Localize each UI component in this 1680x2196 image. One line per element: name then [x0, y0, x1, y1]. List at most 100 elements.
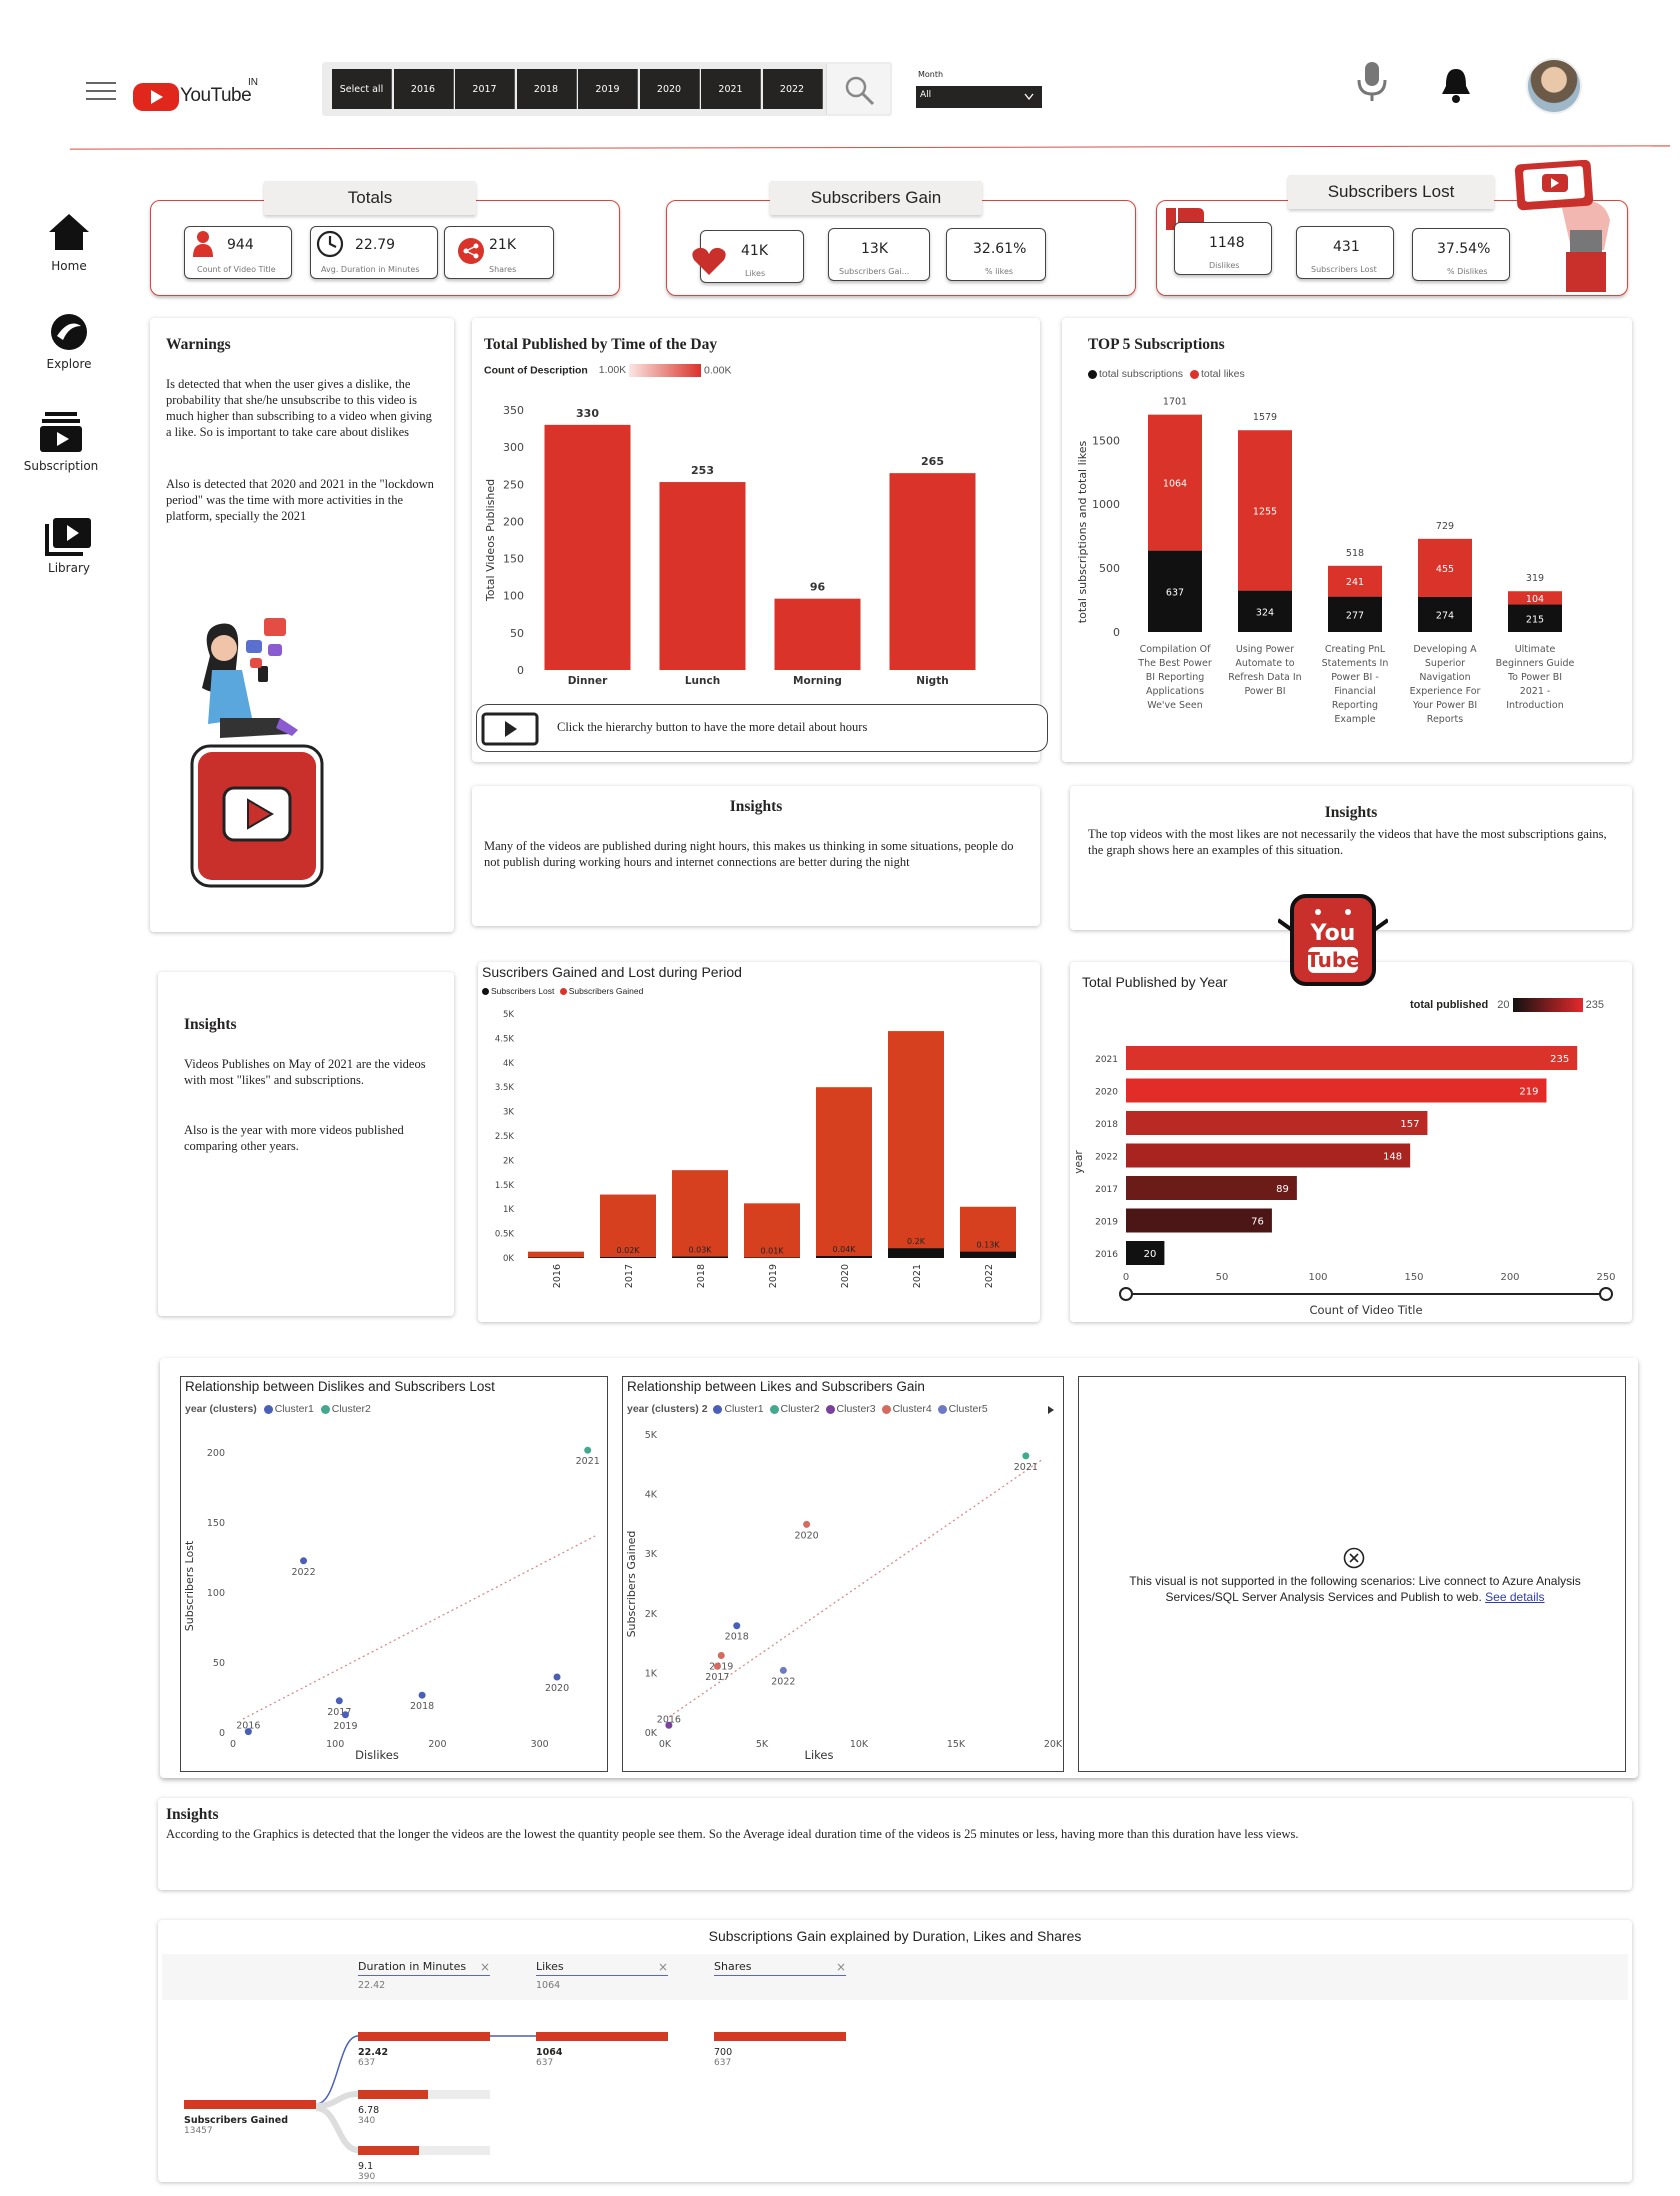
shares-label: Shares	[489, 265, 517, 274]
home-icon	[49, 214, 89, 250]
sidebar-item-label: Subscription	[23, 459, 99, 473]
decomp-column-3[interactable]: Shares ×	[714, 1960, 846, 1980]
count-video-label: Count of Video Title	[197, 265, 276, 274]
close-icon[interactable]: ×	[835, 1960, 846, 1974]
legend-next-arrow-icon[interactable]	[1047, 1405, 1055, 1415]
avatar[interactable]	[1526, 58, 1582, 114]
lost-title: Subscribers Lost	[1288, 175, 1494, 209]
month-dropdown[interactable]: All	[916, 86, 1042, 108]
point-label: 2017	[327, 1707, 351, 1718]
y-tick-label: 2.5K	[495, 1132, 515, 1142]
year-button-2016[interactable]: 2016	[393, 69, 454, 109]
duration-node[interactable]: 9.1 390	[358, 2146, 490, 2182]
girl-phone-illustration	[190, 618, 324, 888]
dislikes-value: 1148	[1209, 235, 1245, 251]
data-label: 1255	[1253, 506, 1277, 517]
youtube-logo[interactable]: YouTube IN	[132, 77, 272, 114]
x-tick-label: 0	[230, 1739, 236, 1750]
y-tick-label: 2021	[1095, 1055, 1118, 1065]
legend-dot-cluster3	[825, 1404, 835, 1414]
sidebar-item-library[interactable]: Library	[24, 516, 114, 575]
sidebar-item-subscription[interactable]: Subscription	[16, 410, 106, 473]
bar-lost	[672, 1256, 728, 1258]
hierarchy-hint[interactable]: Click the hierarchy button to have the m…	[476, 704, 1048, 752]
data-label: 0.01K	[760, 1247, 784, 1256]
legend-title: year (clusters)	[185, 1403, 257, 1415]
node-count: 340	[358, 2116, 376, 2126]
decomp-column-2[interactable]: Likes × 1064	[536, 1960, 668, 1991]
x-tick-label: Developing A	[1413, 644, 1477, 655]
bar	[774, 598, 861, 670]
year-button-select-all[interactable]: Select all	[332, 69, 392, 109]
dislikes-scatter-title: Relationship between Dislikes and Subscr…	[185, 1379, 495, 1394]
y-tick-label: 1K	[503, 1205, 514, 1215]
duration-node[interactable]: 6.78 340	[358, 2090, 490, 2126]
x-tick-label: Dinner	[568, 675, 608, 687]
total-label: 319	[1526, 573, 1544, 584]
sidebar-item-explore[interactable]: Explore	[24, 312, 114, 371]
youtube-play-icon	[133, 83, 179, 111]
x-tick-label: Your Power BI	[1412, 700, 1477, 711]
legend-lost: Subscribers Lost	[491, 986, 555, 996]
bell-icon[interactable]	[1438, 66, 1474, 106]
gain-title: Subscribers Gain	[770, 181, 982, 215]
root-label: Subscribers Gained	[184, 2115, 288, 2126]
likes-scatter-legend: year (clusters) 2 Cluster1 Cluster2 Clus…	[627, 1403, 988, 1415]
bar	[1126, 1208, 1272, 1233]
menu-icon[interactable]	[86, 80, 116, 102]
year-button-2017[interactable]: 2017	[455, 69, 515, 109]
year-button-2018[interactable]: 2018	[516, 69, 577, 109]
top5-title: TOP 5 Subscriptions	[1088, 336, 1225, 353]
svg-text:You: You	[1310, 921, 1356, 946]
header-divider	[70, 145, 1670, 150]
column-label: Shares	[714, 1960, 752, 1973]
x-tick-label: Experience For	[1410, 686, 1481, 697]
node-bar	[358, 2090, 428, 2099]
pct-likes-card: 32.61% % likes	[946, 228, 1046, 281]
data-label: 241	[1346, 577, 1364, 588]
y-tick-label: 350	[503, 404, 524, 417]
year-button-2020[interactable]: 2020	[639, 69, 700, 109]
legend-gained: Subscribers Gained	[568, 986, 644, 996]
y-axis-label: Subscribers Lost	[183, 1540, 196, 1631]
root-node[interactable]: Subscribers Gained 13457	[184, 2100, 316, 2136]
error-x-icon	[1343, 1547, 1365, 1569]
close-icon[interactable]: ×	[657, 1960, 668, 1974]
y-tick-label: 200	[503, 515, 524, 528]
year-legend-min: 20	[1497, 998, 1510, 1011]
x-tick-label: 0	[1123, 1272, 1129, 1283]
see-details-link[interactable]: See details	[1485, 1590, 1545, 1604]
data-label: 20	[1144, 1249, 1157, 1260]
year-button-2021[interactable]: 2021	[701, 69, 761, 109]
column-label: Likes	[536, 1960, 564, 1973]
x-tick-label: 100	[326, 1739, 344, 1750]
legend-dot-gained	[559, 988, 567, 996]
x-tick-label: Example	[1334, 714, 1375, 725]
decomposition-header-band	[162, 1954, 1628, 2000]
x-tick-label: Financial	[1334, 686, 1376, 697]
node-count: 390	[358, 2172, 376, 2182]
year-button-2022[interactable]: 2022	[762, 69, 823, 109]
pct-dislikes-value: 37.54%	[1437, 241, 1491, 257]
year-button-2019[interactable]: 2019	[578, 69, 638, 109]
phone-hand-illustration	[1514, 160, 1610, 292]
search-button[interactable]	[826, 64, 890, 114]
shares-node[interactable]: 700 637	[714, 2032, 846, 2068]
sidebar-item-home[interactable]: Home	[24, 212, 114, 273]
decomp-column-1[interactable]: Duration in Minutes × 22.42	[358, 1960, 490, 1991]
duration-node[interactable]: 22.42 637	[358, 2032, 490, 2068]
bar-lost	[960, 1251, 1016, 1258]
x-tick-label: Compilation Of	[1140, 644, 1212, 655]
likes-node[interactable]: 1064 637	[536, 2032, 668, 2068]
legend-dot-lost	[482, 988, 489, 996]
close-icon[interactable]: ×	[479, 1960, 490, 1974]
microphone-icon[interactable]	[1352, 60, 1392, 104]
data-point	[244, 1728, 252, 1736]
unsupported-message: This visual is not supported in the foll…	[1109, 1573, 1601, 1605]
library-icon	[45, 518, 91, 556]
root-value: 13457	[184, 2126, 213, 2136]
bar-lost	[816, 1256, 872, 1258]
x-tick-label: Navigation	[1419, 672, 1470, 683]
x-tick-label: 200	[1500, 1272, 1519, 1283]
insights-year-text-1: Videos Publishes on May of 2021 are the …	[184, 1057, 426, 1087]
